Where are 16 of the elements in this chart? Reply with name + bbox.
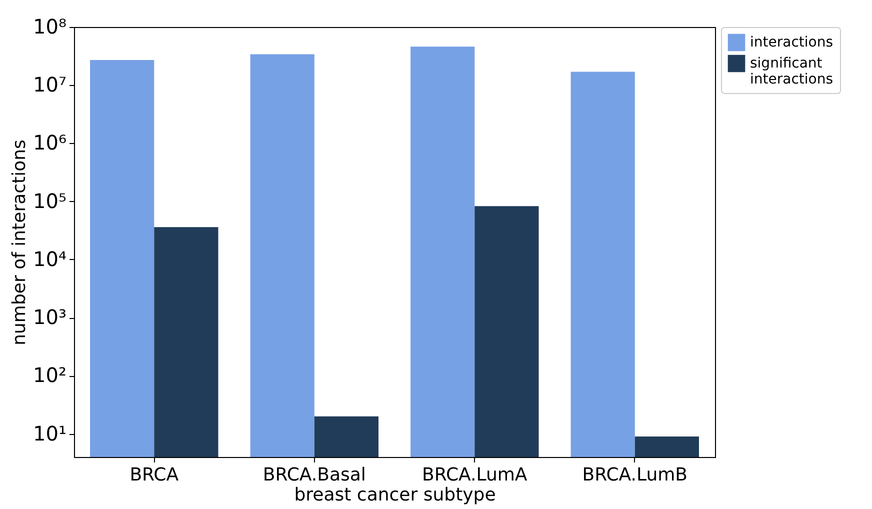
- y-tick-label: 10⁵: [33, 188, 66, 213]
- y-tick-label: 10⁷: [33, 72, 66, 97]
- y-tick-label: 10¹: [33, 421, 66, 446]
- x-tick-label: BRCA.LumB: [582, 464, 688, 486]
- x-tick-label: BRCA: [130, 464, 180, 486]
- y-tick-label: 10⁴: [33, 246, 66, 271]
- y-tick-label: 10⁶: [33, 130, 66, 155]
- y-tick-label: 10⁸: [33, 14, 66, 38]
- x-tick-label: BRCA.LumA: [422, 464, 528, 486]
- legend-label: interactions: [750, 34, 834, 50]
- y-axis-title: number of interactions: [9, 140, 30, 346]
- legend-label: significant interactions: [750, 56, 834, 88]
- y-tick-label: 10³: [33, 305, 66, 330]
- x-axis-title: breast cancer subtype: [294, 484, 496, 506]
- x-tick-label: BRCA.Basal: [262, 464, 366, 486]
- y-tick-label: 10²: [33, 363, 66, 388]
